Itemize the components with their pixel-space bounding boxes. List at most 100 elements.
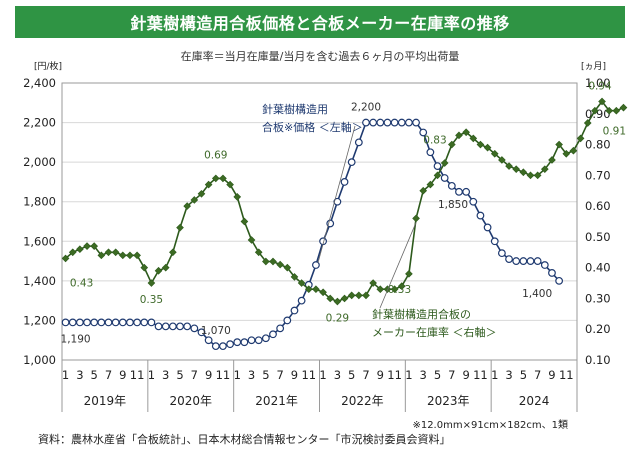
ratio-point [448,140,456,149]
price-point [197,328,206,337]
ratio-point [290,273,299,281]
ratio-point [405,269,413,278]
price-point [190,324,199,333]
x-month-tick-label: 7 [534,368,541,382]
right-axis-tick-label: 0.70 [585,168,611,182]
ratio-point [219,174,227,183]
price-data-label: 2,200 [351,102,381,114]
ratio-point [90,242,99,250]
chart-subtitle: 在庫率＝当月在庫量/当月を含む過去６ヶ月の平均出荷量 [180,50,460,63]
price-point [97,318,106,327]
x-month-tick-label: 9 [548,368,555,382]
price-point [240,338,249,347]
ratio-point [269,257,277,266]
price-point [75,318,84,327]
price-point [133,318,142,327]
right-axis-tick-label: 0.60 [585,199,611,213]
right-axis-tick-label: 0.10 [585,353,611,367]
price-point [176,322,184,331]
price-point [261,334,270,343]
ratio-data-label: 0.43 [70,277,93,289]
ratio-data-label: 0.33 [388,284,411,296]
ratio-point [111,248,120,257]
ratio-point [83,242,91,250]
price-point [405,118,413,127]
right-axis-tick-label: 1.00 [585,76,611,90]
x-month-tick-label: 7 [191,368,198,382]
price-point [297,296,306,305]
ratio-point [440,159,449,167]
x-month-tick-label: 3 [420,368,427,382]
source-text: 資料：農林水産省「合板統計」、日本木材総合情報センター「市況検討委員会資料」 [38,433,451,446]
x-month-tick-label: 11 [559,368,574,382]
x-month-tick-label: 3 [248,368,255,382]
ratio-point [147,279,156,287]
right-axis-tick-label: 0.20 [585,322,611,336]
ratio-point [340,294,349,303]
price-point [419,128,428,137]
ratio-point [562,149,571,158]
price-point [118,318,127,327]
price-point [254,336,263,345]
x-year-label: 2022年 [341,394,384,408]
price-point [233,338,242,347]
ratio-point [104,248,113,257]
price-point [61,318,70,327]
ratio-point [433,171,442,180]
ratio-point [412,214,420,223]
ratio-series-label: メーカー在庫率 ＜右軸＞ [372,325,497,339]
ratio-point [569,146,578,155]
left-axis-tick-label: 1,400 [23,274,56,288]
x-month-tick-label: 3 [505,368,512,382]
price-point [340,178,349,186]
price-data-label: 1,070 [201,325,231,337]
price-point [447,181,456,190]
ratio-point [333,297,342,306]
x-month-tick-label: 5 [91,368,98,382]
x-month-tick-label: 1 [491,368,498,382]
price-point [412,118,420,127]
ratio-point [226,180,234,189]
price-point [490,237,499,246]
ratio-point [383,285,392,294]
ratio-point [483,143,492,152]
ratio-point [133,251,141,260]
x-year-label: 2020年 [169,394,212,408]
right-axis-unit: [ヵ月] [581,61,606,72]
x-month-tick-label: 1 [319,368,326,382]
price-point [90,318,99,327]
ratio-point [240,217,249,226]
price-point [147,318,156,327]
ratio-point [154,266,163,275]
ratio-point [390,285,399,294]
ratio-point [476,140,485,149]
x-month-tick-label: 3 [76,368,83,382]
x-month-tick-label: 5 [262,368,269,382]
price-point [483,223,492,232]
ratio-point [211,174,220,183]
x-month-tick-label: 11 [216,368,231,382]
ratio-point [505,162,513,170]
price-point [204,336,213,345]
price-point [269,330,277,339]
price-point [312,261,320,269]
price-point [476,211,485,220]
x-month-tick-label: 5 [176,368,183,382]
chart-title: 針葉樹構造用合板価格と合板メーカー在庫率の推移 [15,6,625,38]
price-point [140,318,149,327]
price-point [383,118,392,127]
price-point [369,118,378,127]
price-data-label: 1,400 [522,288,552,300]
x-month-tick-label: 1 [234,368,241,382]
ratio-point [555,140,563,149]
price-point [526,257,535,265]
right-axis-tick-label: 0.40 [585,261,611,275]
ratio-label-leader [379,222,417,309]
ratio-point [233,193,242,201]
ratio-point [362,291,370,300]
price-point [68,318,77,327]
ratio-point [512,165,521,174]
ratio-data-label: 0.94 [588,80,612,92]
ratio-point [469,134,478,143]
